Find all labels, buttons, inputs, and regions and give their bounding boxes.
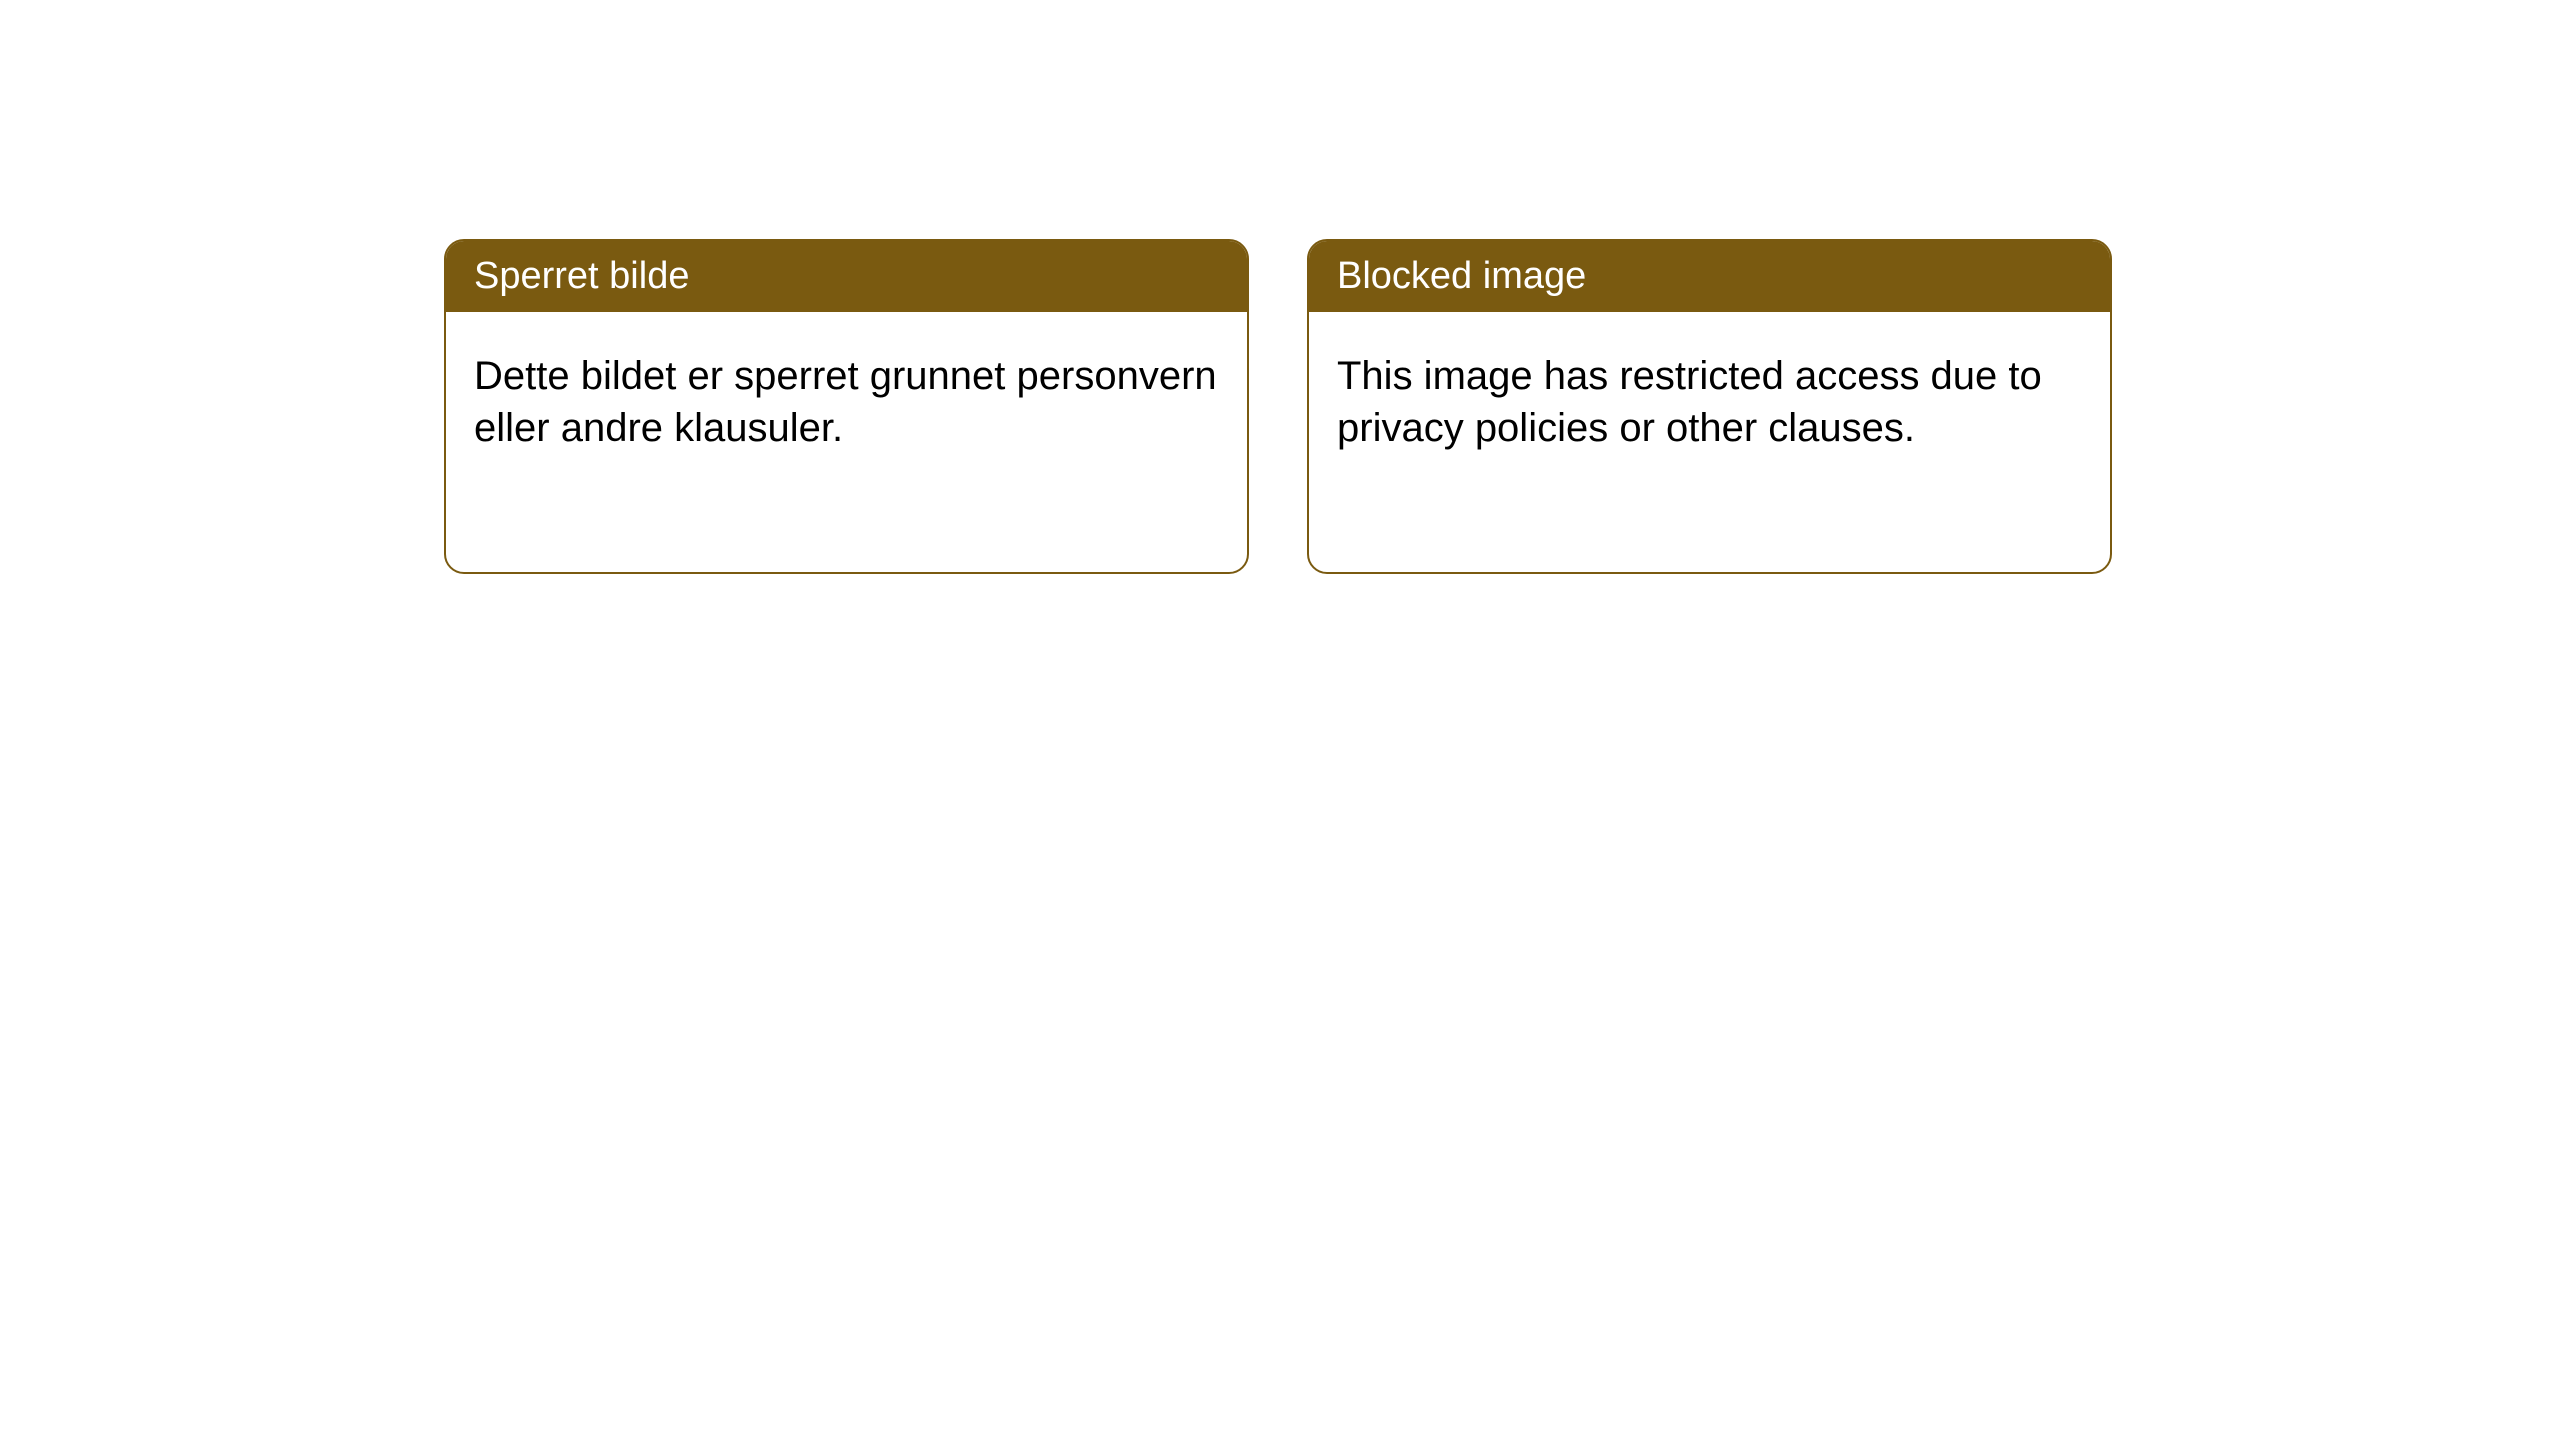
notice-header-no: Sperret bilde [446, 241, 1247, 312]
notice-container: Sperret bilde Dette bildet er sperret gr… [444, 239, 2112, 574]
notice-header-en: Blocked image [1309, 241, 2110, 312]
notice-card-no: Sperret bilde Dette bildet er sperret gr… [444, 239, 1249, 574]
notice-body-text-no: Dette bildet er sperret grunnet personve… [474, 354, 1217, 450]
notice-body-text-en: This image has restricted access due to … [1337, 354, 2042, 450]
notice-body-no: Dette bildet er sperret grunnet personve… [446, 312, 1247, 492]
notice-title-en: Blocked image [1337, 255, 1586, 297]
notice-body-en: This image has restricted access due to … [1309, 312, 2110, 492]
notice-card-en: Blocked image This image has restricted … [1307, 239, 2112, 574]
notice-title-no: Sperret bilde [474, 255, 689, 297]
